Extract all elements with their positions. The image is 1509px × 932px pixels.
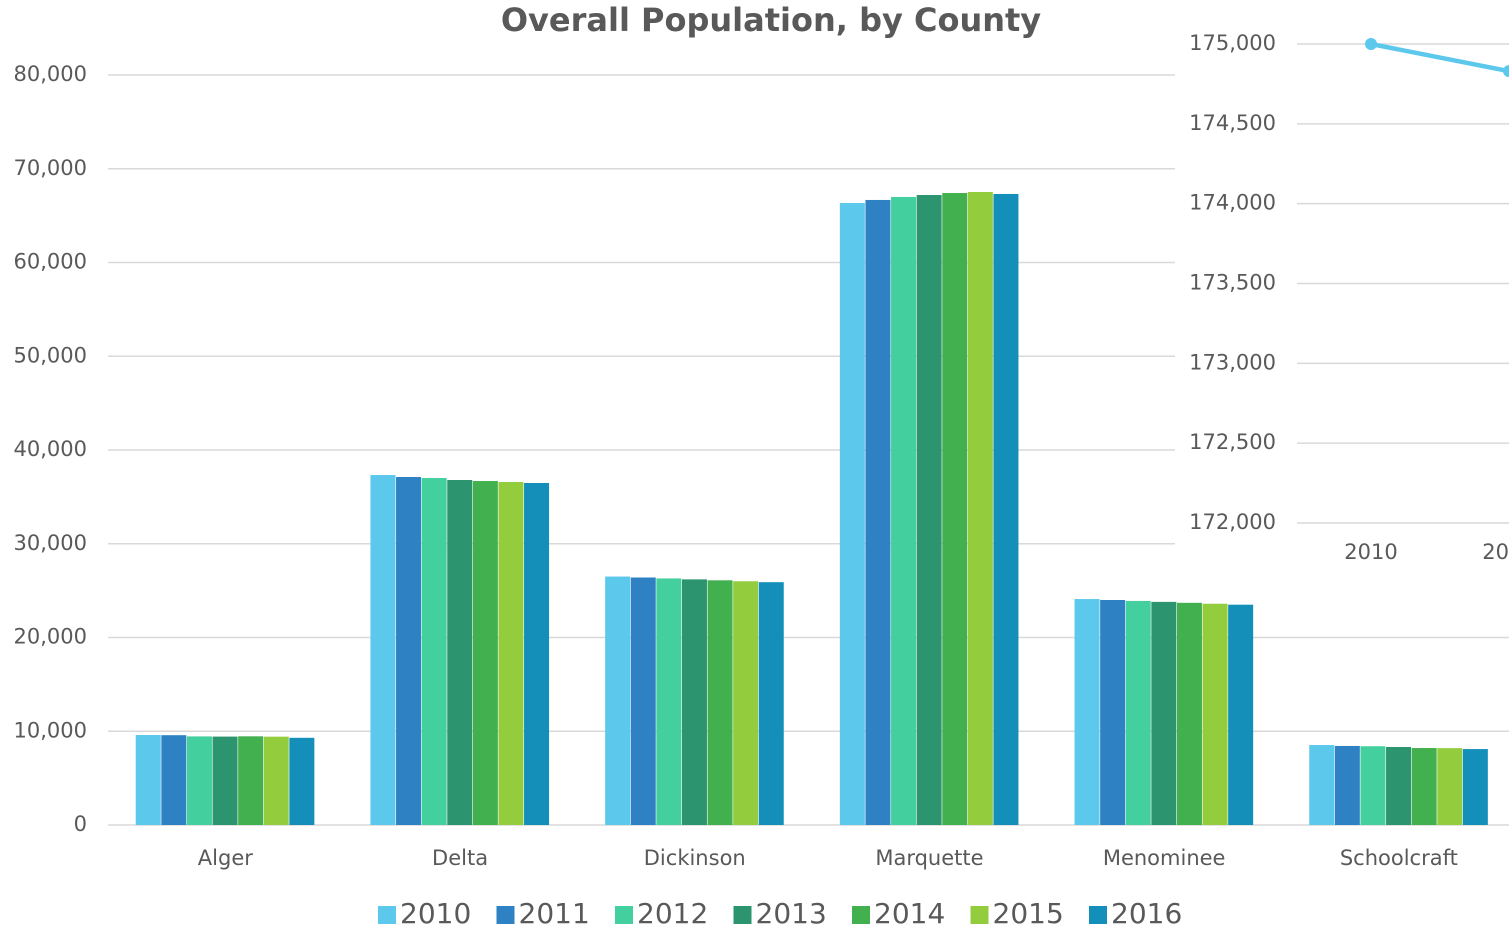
y-tick-label: 40,000: [14, 437, 87, 461]
bar: [758, 582, 784, 825]
y-tick-label: 20,000: [14, 625, 87, 649]
y-tick-label: 30,000: [14, 531, 87, 555]
chart-title: Overall Population, by County: [501, 1, 1041, 39]
bar: [238, 736, 264, 825]
x-tick-label: Dickinson: [644, 846, 746, 870]
bar: [605, 576, 631, 825]
bar: [993, 193, 1019, 825]
legend-swatch: [733, 906, 752, 924]
x-tick-label: Alger: [198, 846, 253, 870]
y-tick-label: 173,500: [1189, 271, 1276, 295]
bar: [161, 735, 187, 825]
y-tick-label: 10,000: [14, 718, 87, 742]
legend-label: 2016: [1111, 897, 1182, 930]
chart-background: [1175, 25, 1509, 575]
legend-swatch: [1089, 906, 1107, 924]
bar: [186, 736, 212, 825]
bar: [681, 579, 707, 825]
y-tick-label: 60,000: [14, 250, 87, 274]
legend-label: 2015: [993, 897, 1064, 930]
bar: [472, 481, 498, 825]
bar: [656, 578, 682, 825]
bar: [1462, 749, 1488, 825]
bar: [1228, 604, 1254, 825]
bar: [524, 483, 550, 825]
x-tick-label: Schoolcraft: [1340, 846, 1458, 870]
line: [1370, 41, 1509, 74]
y-tick-label: 172,500: [1189, 430, 1276, 454]
x-tick-label: 2010: [1344, 540, 1397, 564]
bar: [630, 577, 656, 825]
bar: [916, 195, 942, 825]
bar: [289, 737, 315, 825]
legend-swatch: [970, 906, 989, 924]
bar: [1074, 599, 1100, 825]
legend-label: 2012: [637, 897, 708, 930]
bar: [1386, 747, 1412, 825]
legend-swatch: [615, 906, 633, 924]
point: [1365, 38, 1377, 50]
bar: [1334, 745, 1360, 825]
y-tick-label: 80,000: [14, 62, 87, 86]
bar: [1437, 748, 1463, 825]
y-tick-label: 50,000: [14, 343, 87, 367]
bar: [733, 581, 759, 825]
bar: [1309, 745, 1335, 825]
y-tick-label: 0: [74, 812, 87, 836]
x-tick-label: Marquette: [875, 846, 983, 870]
bar: [707, 580, 733, 825]
bar: [498, 481, 524, 825]
y-tick-label: 172,000: [1189, 510, 1276, 534]
legend-swatch: [378, 906, 396, 924]
y-tick-label: 174,500: [1189, 111, 1276, 135]
point: [1503, 65, 1509, 78]
bar: [839, 202, 865, 825]
legend-swatch: [496, 906, 515, 924]
bar: [865, 199, 891, 825]
bar: [421, 478, 447, 825]
bar: [1176, 602, 1202, 825]
bar: [1411, 748, 1437, 825]
bar: [1360, 746, 1386, 825]
y-tick-label: 175,000: [1189, 31, 1276, 55]
bar: [212, 736, 238, 825]
y-tick-label: 174,000: [1189, 191, 1276, 215]
bar: [1100, 600, 1126, 825]
legend-label: 2013: [756, 897, 827, 930]
x-tick-label: 2011: [1482, 540, 1509, 564]
bar: [967, 192, 993, 825]
y-tick-label: 173,000: [1189, 350, 1276, 374]
bar: [942, 193, 968, 825]
legend-label: 2010: [400, 897, 471, 930]
legend-swatch: [852, 906, 870, 924]
legend-label: 2011: [519, 897, 590, 930]
legend-label: 2014: [874, 897, 945, 930]
bar: [263, 736, 289, 825]
bar: [447, 480, 473, 825]
bar: [1151, 601, 1177, 825]
bar: [135, 735, 161, 825]
bar: [891, 196, 917, 825]
bar: [396, 477, 422, 825]
x-tick-label: Menominee: [1103, 846, 1226, 870]
bar: [370, 475, 396, 825]
x-tick-label: Delta: [432, 846, 488, 870]
y-tick-label: 70,000: [14, 156, 87, 180]
bar: [1125, 600, 1151, 825]
bar: [1202, 603, 1228, 825]
